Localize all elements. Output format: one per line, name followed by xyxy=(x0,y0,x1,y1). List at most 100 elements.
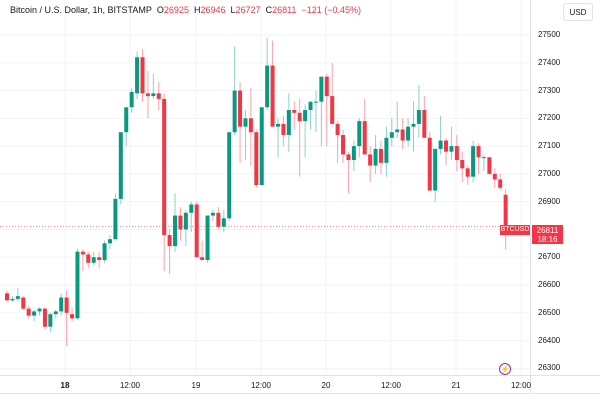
candle xyxy=(145,71,150,119)
candle xyxy=(5,290,9,302)
y-tick-label: 26700 xyxy=(538,252,561,262)
candle xyxy=(330,62,335,124)
candle xyxy=(406,118,411,147)
candle xyxy=(232,46,237,136)
candle xyxy=(205,215,210,263)
candle xyxy=(335,121,340,163)
y-tick-label: 27200 xyxy=(538,113,561,123)
candle xyxy=(438,115,443,155)
x-tick-label: 12:00 xyxy=(250,381,272,390)
last-price-tag: 26811 18:16 xyxy=(532,225,563,244)
candle xyxy=(227,132,232,222)
candle xyxy=(389,118,394,147)
candle xyxy=(476,143,481,174)
last-price: 26811 xyxy=(536,226,559,235)
change-value: −121 (−0.45%) xyxy=(301,5,361,15)
candle xyxy=(26,305,31,319)
symbol-legend: Bitcoin / U.S. Dollar, 1h, BITSTAMP O269… xyxy=(10,5,361,15)
candle xyxy=(384,126,389,177)
candle xyxy=(378,140,383,174)
candle xyxy=(221,210,226,233)
candle xyxy=(216,207,221,230)
y-tick-label: 27000 xyxy=(538,168,561,178)
candle xyxy=(276,118,280,158)
candle xyxy=(487,157,492,174)
candle xyxy=(465,165,470,186)
candle xyxy=(59,293,64,316)
candle xyxy=(449,126,454,161)
candle xyxy=(411,101,416,152)
currency-button[interactable]: USD xyxy=(563,3,593,21)
candle xyxy=(32,310,37,322)
candle xyxy=(151,73,156,99)
candle xyxy=(162,93,167,272)
x-tick-label: 20 xyxy=(321,381,331,390)
candle xyxy=(265,37,270,111)
close-label: C xyxy=(265,5,273,15)
candle xyxy=(86,251,91,269)
candle xyxy=(416,85,421,138)
candle xyxy=(48,312,53,333)
low-value: 26727 xyxy=(235,5,261,15)
candle xyxy=(200,240,205,261)
candle xyxy=(362,98,367,155)
open-label: O xyxy=(156,5,164,15)
candle xyxy=(91,251,96,266)
candle xyxy=(248,87,253,166)
high-value: 26946 xyxy=(200,5,226,15)
candle xyxy=(53,310,58,319)
candle xyxy=(395,101,400,138)
candle xyxy=(481,154,486,172)
candle xyxy=(444,137,449,166)
candle xyxy=(173,193,178,252)
x-tick-label: 12:00 xyxy=(119,381,141,390)
candle xyxy=(297,98,302,177)
y-tick-label: 26400 xyxy=(538,335,561,345)
candle xyxy=(281,115,286,147)
x-tick-label: 19 xyxy=(191,381,201,390)
candle xyxy=(37,307,42,316)
candle xyxy=(189,201,194,233)
candle xyxy=(368,146,373,183)
candle xyxy=(341,129,346,163)
candle xyxy=(319,76,324,147)
high-label: H xyxy=(193,5,201,15)
lightning-bolt-icon[interactable]: ⚡ xyxy=(499,363,511,375)
candle xyxy=(400,118,405,149)
candle xyxy=(346,151,351,194)
bar-countdown: 18:16 xyxy=(537,235,558,244)
candle xyxy=(42,307,47,330)
candle xyxy=(286,93,291,152)
candle xyxy=(303,104,308,158)
candle xyxy=(460,151,465,183)
candle xyxy=(292,101,297,130)
candle xyxy=(254,129,259,188)
candle xyxy=(324,73,329,147)
candle xyxy=(243,110,248,161)
x-tick-label: 18 xyxy=(60,381,70,390)
candle xyxy=(308,101,313,130)
candle xyxy=(15,287,20,302)
open-value: 26925 xyxy=(163,5,189,15)
x-tick-label: 21 xyxy=(451,381,461,390)
candle xyxy=(129,87,134,113)
candle xyxy=(373,135,378,174)
low-label: L xyxy=(230,5,236,15)
candle xyxy=(351,140,356,172)
candle xyxy=(422,96,427,138)
candle xyxy=(471,140,476,183)
candle xyxy=(238,82,243,163)
candle xyxy=(107,235,112,249)
y-tick-label: 27300 xyxy=(538,85,561,95)
candle xyxy=(433,148,438,202)
y-tick-label: 27500 xyxy=(538,30,561,39)
candle xyxy=(124,107,129,147)
candle xyxy=(64,290,69,347)
candle xyxy=(498,173,503,191)
symbol-title: Bitcoin / U.S. Dollar, 1h, BITSTAMP xyxy=(10,5,152,15)
candle xyxy=(210,210,215,222)
candle xyxy=(183,210,188,247)
candle xyxy=(156,82,161,111)
